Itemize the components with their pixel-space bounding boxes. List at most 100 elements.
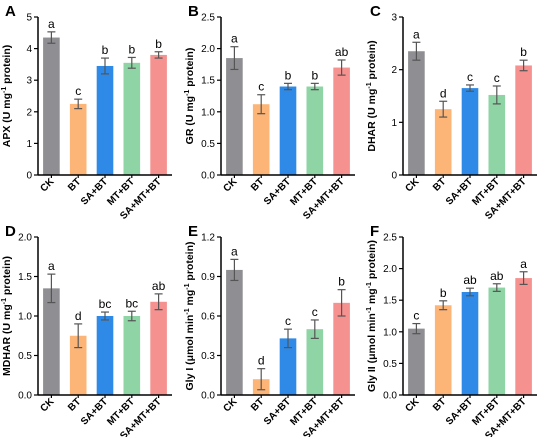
- bar: [515, 278, 532, 395]
- y-tick-label: 2: [26, 107, 32, 118]
- y-tick-label: 0: [26, 171, 32, 182]
- bar: [461, 88, 479, 175]
- panel-d: DaCKdBTbcSA+BTbcMT+BTabSA+MT+BT0.00.51.0…: [1, 223, 172, 442]
- y-axis-label-text: protein): [1, 45, 13, 87]
- significance-label: b: [440, 286, 447, 300]
- significance-label: c: [258, 80, 264, 94]
- y-tick-label: 2.5: [383, 233, 397, 244]
- category-label: BT: [249, 176, 266, 193]
- y-tick-label: 1.0: [201, 107, 215, 118]
- bar: [96, 316, 114, 395]
- significance-label: b: [128, 42, 135, 56]
- y-axis-label-text: protein): [366, 240, 378, 282]
- bar: [408, 51, 425, 175]
- significance-label: ab: [152, 279, 166, 293]
- y-axis-label-text: Gly II (μmol min: [366, 313, 378, 392]
- y-tick-label: 0: [391, 171, 397, 182]
- significance-label: bc: [99, 297, 112, 311]
- significance-label: ab: [335, 45, 349, 59]
- y-tick-label: 2.5: [201, 13, 215, 24]
- panel-e: EaCKdBTcSA+BTcMT+BTbSA+MT+BT0.00.30.60.9…: [184, 223, 355, 442]
- category-label: SA+BT: [79, 176, 110, 207]
- y-tick-label: 4: [26, 44, 32, 55]
- y-tick-label: 0.0: [383, 391, 397, 402]
- category-label: CK: [222, 176, 241, 195]
- bar: [226, 58, 243, 175]
- y-tick-label: 2.0: [18, 233, 32, 244]
- y-axis-label-text: protein): [184, 242, 196, 284]
- y-axis-label: DHAR (U mg-1 protein): [366, 40, 378, 151]
- significance-label: a: [413, 27, 420, 41]
- bar: [515, 65, 532, 175]
- bar: [69, 335, 87, 395]
- bar: [434, 109, 452, 175]
- significance-label: b: [520, 45, 527, 59]
- category-label: BT: [66, 176, 83, 193]
- category-label: BT: [431, 176, 448, 193]
- y-tick-label: 2.0: [201, 44, 215, 55]
- significance-label: a: [520, 257, 527, 271]
- category-label: SA+BT: [262, 176, 293, 207]
- y-axis-label-text: protein): [1, 256, 13, 298]
- significance-label: ab: [463, 273, 477, 287]
- y-axis-label-text: mg: [366, 288, 378, 307]
- y-tick-label: 0.0: [201, 171, 215, 182]
- panel-letter: D: [5, 223, 16, 240]
- category-label: SA+BT: [79, 396, 110, 427]
- y-tick-label: 1.0: [383, 327, 397, 338]
- y-tick-label: 1.5: [201, 76, 215, 87]
- category-label: BT: [249, 396, 266, 413]
- significance-label: d: [440, 86, 447, 100]
- bar: [279, 338, 297, 395]
- y-axis-label-text: DHAR (U mg: [366, 89, 378, 152]
- bar: [461, 291, 479, 395]
- category-label: CK: [404, 396, 423, 415]
- y-axis-label-sup: -1: [1, 298, 8, 304]
- significance-label: c: [285, 314, 291, 328]
- y-tick-label: 2: [391, 65, 397, 76]
- y-tick-label: 0.9: [201, 272, 215, 283]
- bar: [306, 86, 324, 175]
- significance-label: a: [48, 17, 55, 31]
- y-tick-label: 0.0: [201, 391, 215, 402]
- significance-label: b: [155, 37, 162, 51]
- bar: [306, 329, 324, 395]
- bar: [333, 302, 350, 395]
- y-axis-label: Gly I (μmol min-1 mg-1 protein): [184, 242, 196, 391]
- y-tick-label: 1: [391, 118, 397, 129]
- y-tick-label: 5: [26, 13, 32, 24]
- significance-label: b: [285, 68, 292, 82]
- bar: [150, 54, 167, 175]
- y-tick-label: 1.5: [18, 272, 32, 283]
- y-axis-label: APX (U mg-1 protein): [1, 45, 13, 148]
- significance-label: c: [467, 70, 473, 84]
- y-tick-label: 1.5: [383, 296, 397, 307]
- y-axis-label-text: APX (U mg: [1, 93, 13, 147]
- bar: [408, 328, 425, 395]
- y-axis-label: MDHAR (U mg-1 protein): [1, 256, 13, 376]
- bar: [123, 316, 141, 395]
- significance-label: c: [312, 305, 318, 319]
- significance-label: c: [494, 71, 500, 85]
- y-tick-label: 0.5: [18, 351, 32, 362]
- bar: [43, 37, 60, 175]
- significance-label: d: [75, 309, 82, 323]
- y-tick-label: 1: [26, 139, 32, 150]
- y-axis-label-text: protein): [184, 48, 196, 90]
- category-label: CK: [404, 176, 423, 195]
- panel-letter: B: [188, 3, 199, 20]
- y-axis-label: Gly II (μmol min-1 mg-1 protein): [366, 240, 378, 392]
- y-tick-label: 2.0: [383, 264, 397, 275]
- bar: [69, 103, 87, 175]
- significance-label: b: [311, 68, 318, 82]
- y-tick-label: 0.5: [383, 359, 397, 370]
- y-axis-label-sup: -1: [184, 308, 191, 314]
- category-label: CK: [39, 396, 58, 415]
- category-label: CK: [39, 176, 58, 195]
- bar: [252, 104, 270, 175]
- significance-label: a: [231, 244, 238, 258]
